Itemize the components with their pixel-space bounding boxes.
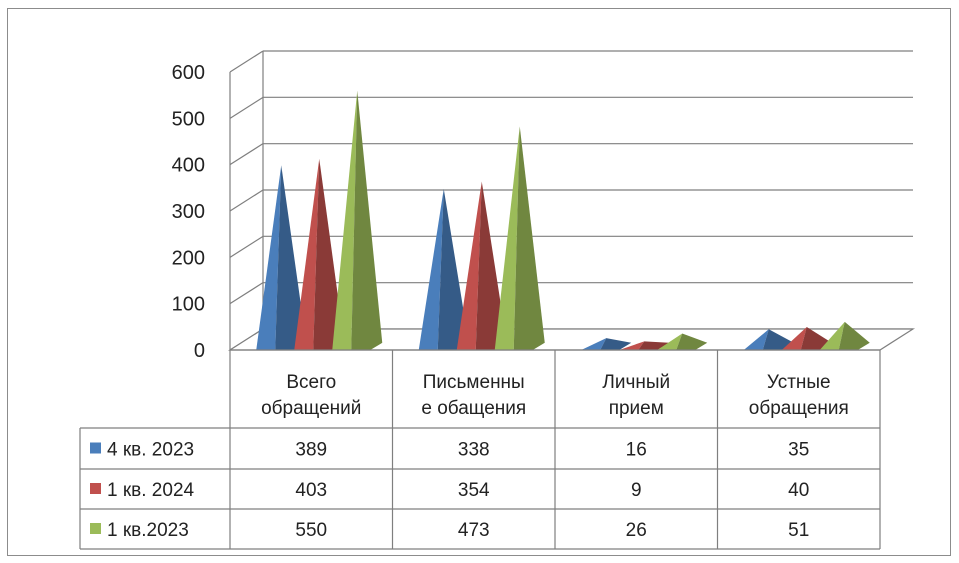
bar-1-1 <box>475 181 507 350</box>
legend-label: 4 кв. 2023 <box>107 440 194 461</box>
legend-label: 1 кв. 2024 <box>107 480 195 501</box>
bar-0-2-left <box>332 90 358 351</box>
y-tick-label: 0 <box>194 340 205 362</box>
y-tick-label: 600 <box>172 62 205 84</box>
category-label: Устные обращения <box>749 372 849 419</box>
data-label: 16 <box>626 440 647 461</box>
data-label: 550 <box>295 520 327 541</box>
bar-0-2 <box>351 90 383 351</box>
data-label: 51 <box>788 520 809 541</box>
data-label: 354 <box>458 480 490 501</box>
bar-0-0-left <box>256 165 282 350</box>
category-label: Всего обращений <box>261 372 361 419</box>
bar-1-2-left <box>494 126 520 351</box>
data-label: 35 <box>788 440 809 461</box>
wall-gridline-500 <box>229 96 264 119</box>
wall-gridline-200 <box>229 235 264 258</box>
legend-swatch <box>90 523 101 534</box>
bar-3-1-left <box>781 326 807 350</box>
y-tick-label: 400 <box>172 155 205 177</box>
bar-2-2-left <box>657 333 683 350</box>
category-label: Письменны е обащения <box>421 372 526 419</box>
bar-3-0 <box>762 329 794 350</box>
bar-0-1-left <box>294 158 320 350</box>
wall-gridline-300 <box>229 189 264 212</box>
data-label: 473 <box>458 520 490 541</box>
bar-0-0 <box>275 165 307 350</box>
bar-1-0-left <box>418 188 444 350</box>
bar-2-1-left <box>619 341 645 350</box>
data-label: 9 <box>631 480 642 501</box>
data-label: 389 <box>295 440 327 461</box>
wall-gridline-600 <box>229 50 264 73</box>
bar-3-2-left <box>819 321 845 350</box>
y-tick-label: 500 <box>172 108 205 130</box>
y-tick-label: 200 <box>172 247 205 269</box>
bar-3-2 <box>838 321 870 350</box>
bar-2-0-left <box>581 338 607 350</box>
category-label: Личный прием <box>602 372 670 419</box>
bar-3-1 <box>800 326 832 350</box>
bar-3-0-left <box>743 329 769 350</box>
bar-2-0 <box>600 338 632 350</box>
data-label: 26 <box>626 520 647 541</box>
bar-0-1 <box>313 158 345 350</box>
y-tick-label: 100 <box>172 294 205 316</box>
y-tick-label: 300 <box>172 201 205 223</box>
data-label: 40 <box>788 480 809 501</box>
bar-1-2 <box>513 126 545 351</box>
wall-gridline-100 <box>229 282 264 305</box>
data-label: 403 <box>295 480 327 501</box>
data-label: 338 <box>458 440 490 461</box>
legend-swatch <box>90 483 101 494</box>
legend-label: 1 кв.2023 <box>107 520 189 541</box>
bar-1-0 <box>437 188 469 350</box>
bar-1-1-left <box>456 181 482 350</box>
legend-swatch <box>90 442 101 454</box>
wall-gridline-400 <box>229 143 264 166</box>
bar-2-2 <box>676 333 708 350</box>
bar-2-1 <box>638 341 670 350</box>
